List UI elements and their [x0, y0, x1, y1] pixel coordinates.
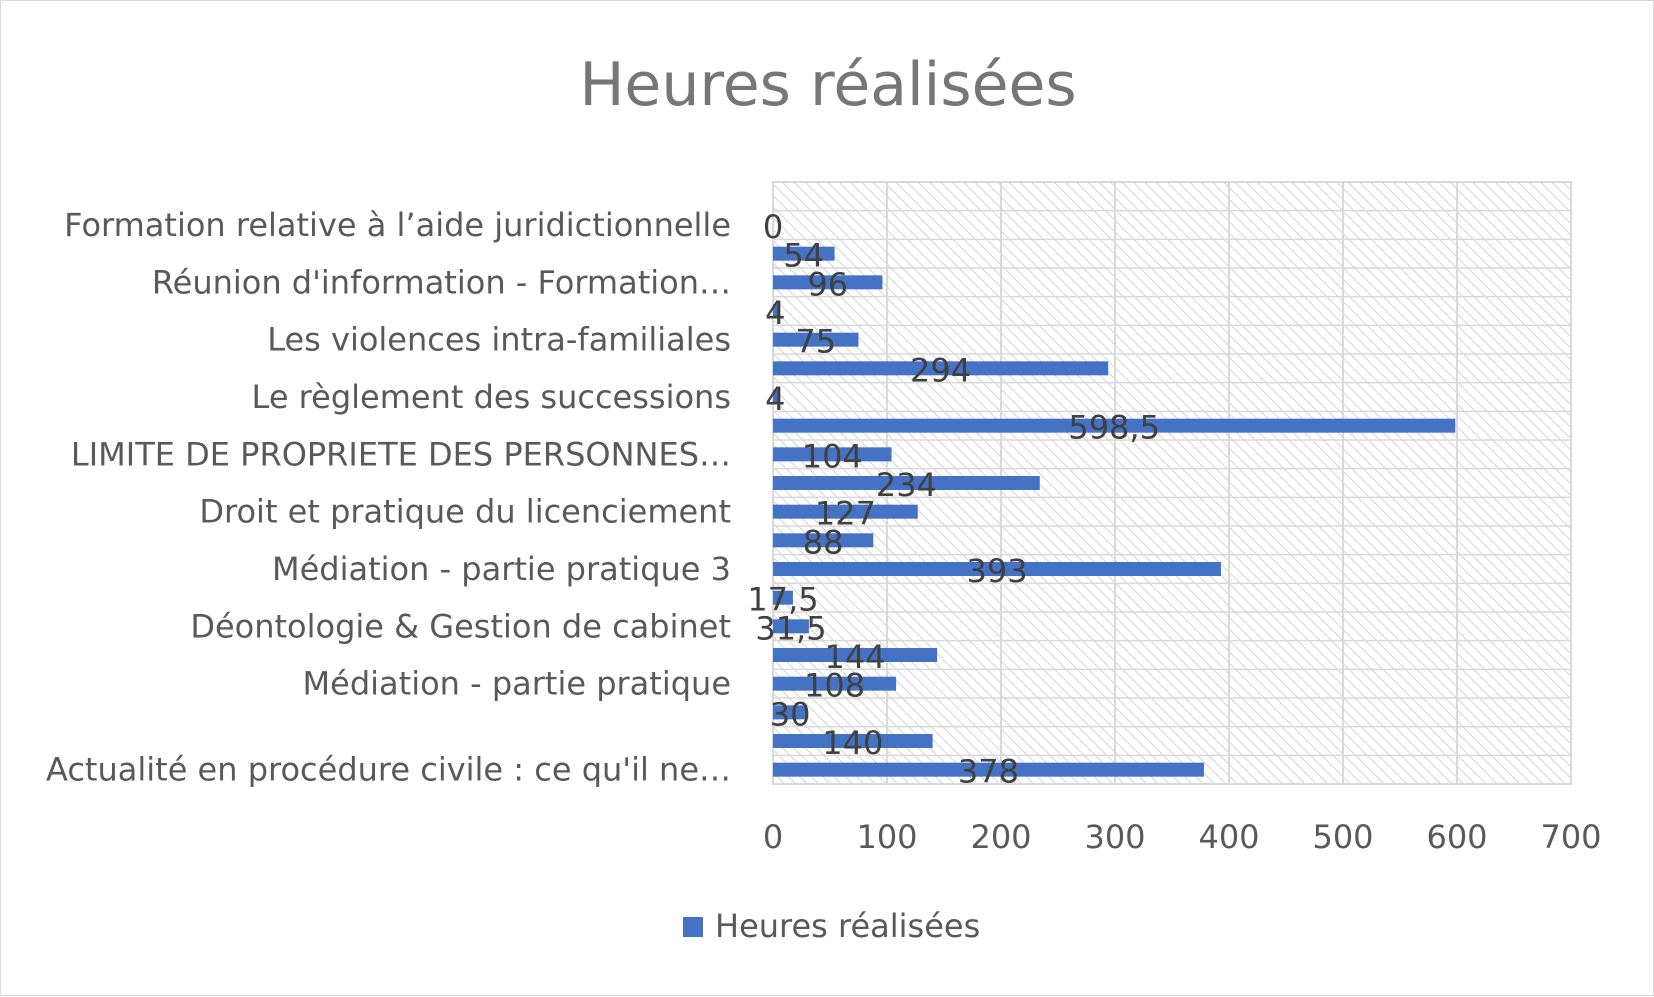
data-label: 30: [770, 695, 811, 733]
data-label: 127: [815, 495, 876, 533]
data-label: 104: [802, 437, 863, 475]
bar: [773, 619, 809, 634]
data-label: 393: [966, 552, 1027, 590]
y-axis-labels: Actualité en procédure civile : ce qu'il…: [46, 206, 731, 789]
data-label: 144: [825, 638, 886, 676]
category-label: Droit et pratique du licenciement: [199, 493, 731, 531]
x-tick-label: 0: [763, 818, 783, 856]
category-label: Formation relative à l’aide juridictionn…: [64, 206, 731, 244]
data-label: 96: [807, 265, 848, 303]
bar: [773, 304, 778, 318]
bar: [773, 762, 1204, 777]
x-tick-label: 100: [856, 818, 917, 856]
category-label: Médiation - partie pratique: [303, 665, 731, 703]
bar: [773, 275, 883, 290]
category-label: Les violences intra-familiales: [267, 321, 731, 359]
x-tick-label: 500: [1312, 818, 1373, 856]
data-label: 108: [804, 667, 865, 705]
data-label: 17,5: [747, 581, 818, 619]
data-label: 31,5: [755, 609, 826, 647]
category-label: Déontologie & Gestion de cabinet: [190, 607, 731, 645]
x-tick-label: 700: [1540, 818, 1601, 856]
data-label: 234: [876, 466, 937, 504]
bar: [773, 246, 835, 261]
x-axis-ticks: 0 100 200 300 400 500 600 700: [763, 818, 1602, 856]
bar: [773, 705, 808, 720]
data-label: 0: [763, 208, 783, 246]
category-label: Actualité en procédure civile : ce qu'il…: [46, 751, 731, 789]
bar: [773, 476, 1040, 490]
bar: [773, 533, 874, 548]
bar: [773, 676, 897, 691]
data-label: 140: [822, 724, 883, 762]
bars: [773, 246, 1456, 777]
x-tick-label: 200: [970, 818, 1031, 856]
bar: [773, 418, 1456, 433]
data-label: 4: [765, 294, 785, 332]
legend-label: Heures réalisées: [715, 907, 980, 945]
bar: [773, 361, 1109, 376]
data-label: 598,5: [1068, 409, 1160, 447]
chart-title: Heures réalisées: [579, 50, 1076, 120]
legend-swatch: [683, 917, 703, 937]
category-label: Médiation - partie pratique 3: [272, 550, 731, 588]
data-label: 294: [910, 351, 971, 389]
bar: [773, 390, 778, 404]
category-label: LIMITE DE PROPRIETE DES PERSONNES…: [71, 435, 731, 473]
x-tick-label: 300: [1084, 818, 1145, 856]
data-label: 75: [795, 323, 836, 361]
x-tick-label: 600: [1426, 818, 1487, 856]
bar: [773, 648, 938, 662]
category-label: Le règlement des successions: [252, 378, 731, 416]
bar: [773, 332, 859, 347]
data-label: 88: [803, 523, 844, 561]
legend: Heures réalisées: [683, 907, 980, 945]
bar: [773, 447, 892, 462]
category-label: Réunion d'information - Formation…: [152, 263, 731, 301]
data-label: 4: [765, 380, 785, 418]
x-tick-label: 400: [1198, 818, 1259, 856]
bar: [773, 504, 918, 519]
data-label: 54: [783, 237, 824, 275]
bar: [773, 562, 1222, 576]
bar: [773, 590, 793, 605]
data-label: 378: [958, 753, 1019, 791]
bar: [773, 734, 933, 748]
